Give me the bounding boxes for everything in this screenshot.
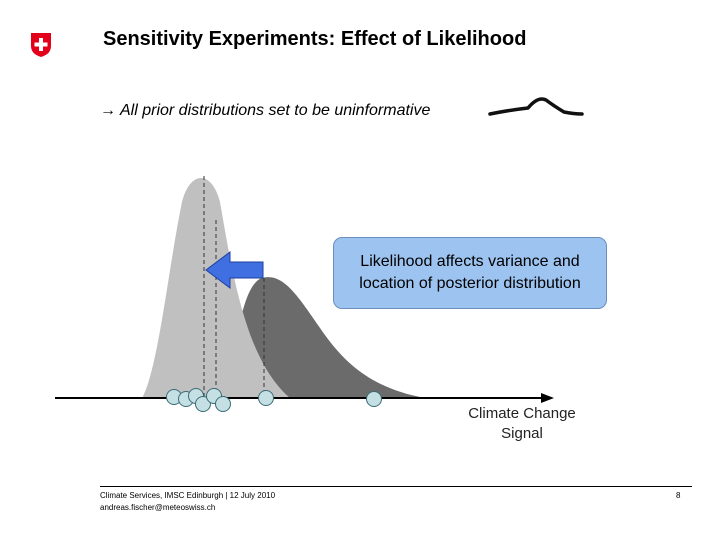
shift-arrow-icon [205,251,264,289]
model-point [366,391,382,407]
page-number: 8 [676,491,681,500]
x-axis-arrowhead [541,393,554,403]
subtitle-text: All prior distributions set to be uninfo… [120,102,431,119]
model-points [166,388,382,412]
page-title: Sensitivity Experiments: Effect of Likel… [103,28,527,50]
x-axis-label: Climate Change Signal [468,405,576,442]
flat-prior-curve [488,97,584,116]
right-arrow-icon: → [100,102,116,119]
swiss-cross-icon [31,33,51,57]
footer-credits: Climate Services, IMSC Edinburgh | 12 Ju… [100,491,276,512]
likelihood-distribution [225,277,425,398]
model-point [195,396,211,412]
model-point [215,396,231,412]
likelihood-callout: Likelihood affects variance and location… [333,237,607,309]
model-point [258,390,274,406]
footer-divider [100,486,692,487]
distribution-diagram [55,176,554,412]
subtitle: → All prior distributions set to be uninf… [100,102,430,120]
posterior-distribution [142,178,290,398]
